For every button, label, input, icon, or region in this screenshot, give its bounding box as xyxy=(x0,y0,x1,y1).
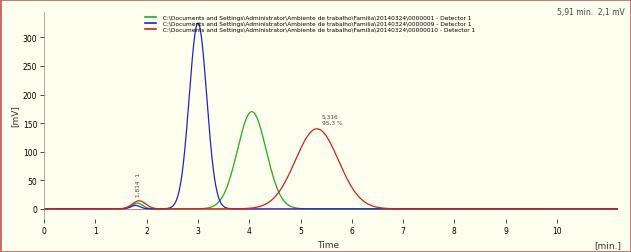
Y-axis label: [mV]: [mV] xyxy=(11,105,20,127)
Text: 5,91 min.  2,1 mV: 5,91 min. 2,1 mV xyxy=(557,8,625,17)
Text: 1,814  1: 1,814 1 xyxy=(136,172,141,196)
Text: 5,316
95,3 %: 5,316 95,3 % xyxy=(322,115,343,125)
Legend:   C:\Documents and Settings\Administrator\Ambiente de trabalho\Familia\20140324\: C:\Documents and Settings\Administrator\… xyxy=(144,16,475,33)
Text: Time: Time xyxy=(317,240,339,249)
Text: [min.]: [min.] xyxy=(594,240,622,249)
